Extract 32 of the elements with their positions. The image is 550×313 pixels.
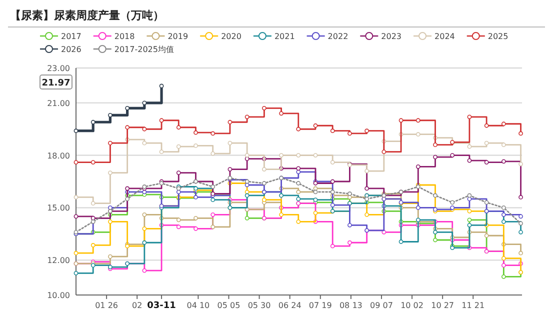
legend-label: 2024 bbox=[434, 32, 455, 41]
x-tick-label: 02 bbox=[132, 301, 142, 310]
legend-label: 2023 bbox=[381, 32, 402, 41]
text: 21.97 bbox=[42, 78, 70, 88]
y-tick-label: 23.00 bbox=[47, 64, 70, 73]
y-tick-label: 12.00 bbox=[47, 256, 70, 266]
legend-label: 2022 bbox=[328, 32, 348, 41]
x-tick-label: 08 13 bbox=[339, 301, 362, 310]
legend-label: 2018 bbox=[114, 32, 135, 41]
legend-label: 2020 bbox=[221, 32, 242, 41]
legend-label: 2017 bbox=[61, 32, 82, 41]
y-tick-label: 10.00 bbox=[47, 291, 70, 300]
x-tick-label: 04 10 bbox=[186, 301, 210, 310]
chart-title: 【尿素】尿素周度产量（万吨） bbox=[10, 9, 164, 22]
y-tick-label: 21.00 bbox=[47, 98, 70, 108]
x-tick-label: 10 27 bbox=[431, 301, 454, 310]
x-tick-label: 06 24 bbox=[278, 301, 302, 310]
legend-label: 2017-2025均值 bbox=[114, 45, 174, 54]
x-tick-label: 01 26 bbox=[95, 301, 118, 310]
y-tick-label: 15.00 bbox=[47, 204, 70, 213]
x-tick-label: 10 02 bbox=[400, 301, 424, 310]
x-tick-label: 11 21 bbox=[462, 301, 485, 310]
x-tick-label: 03-11 bbox=[147, 301, 176, 311]
x-tick-label: 07 19 bbox=[308, 301, 332, 310]
legend-label: 2025 bbox=[488, 32, 508, 41]
x-tick-label: 09 07 bbox=[370, 301, 393, 310]
y-tick-label: 18.00 bbox=[47, 151, 70, 160]
x-tick-label: 05 30 bbox=[248, 301, 271, 310]
legend-label: 2026 bbox=[61, 45, 82, 54]
legend-label: 2021 bbox=[274, 32, 295, 41]
x-tick-label: 05 05 bbox=[217, 301, 240, 310]
legend-label: 2019 bbox=[168, 32, 188, 41]
